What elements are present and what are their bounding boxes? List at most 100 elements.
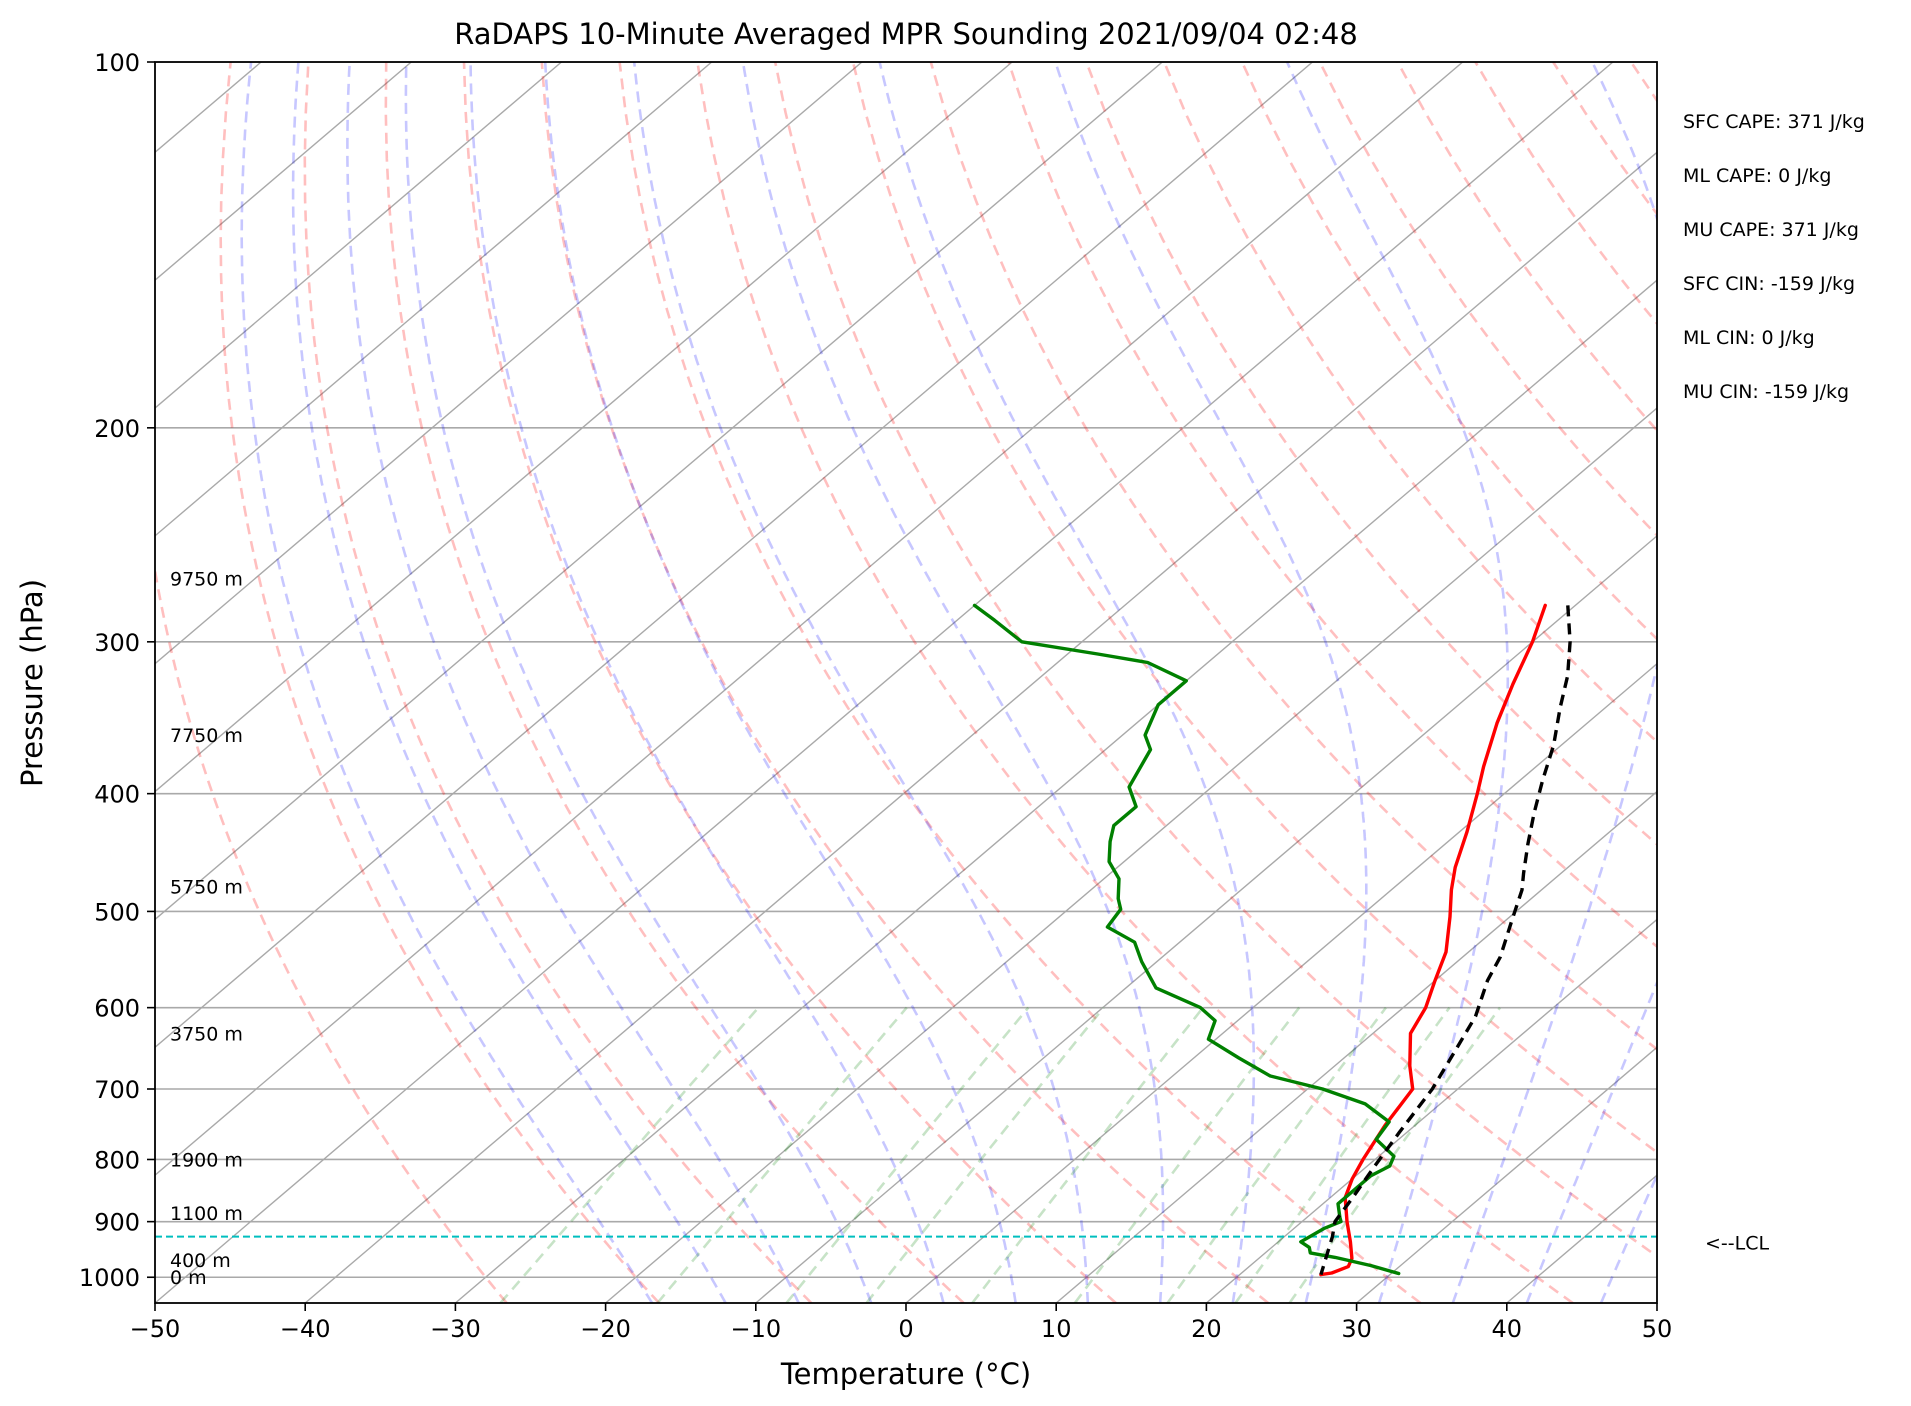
x-tick-label: 20 [1191,1315,1222,1343]
isotherm-line [155,62,713,537]
mixing-ratio-line [971,1006,1205,1303]
height-label: 3750 m [170,1023,243,1045]
dry-adiabat-line [1085,62,1657,847]
moist-adiabat-line [240,62,654,1303]
background-lines [155,62,1911,1303]
dry-adiabat-line [929,62,1657,1051]
dry-adiabat-line [1864,62,1911,1303]
isotherm-line [155,62,1614,1303]
lcl-label: <--LCL [1705,1233,1769,1255]
y-tick-label: 200 [94,415,140,443]
dry-adiabat-line [219,62,660,1303]
isotherm-line [155,62,562,409]
isotherm-line [605,407,1657,1303]
moist-adiabat-line [346,62,800,1303]
dry-adiabat-line [1709,62,1911,1303]
y-tick-label: 500 [94,898,140,926]
temperature-profile [1319,603,1547,1277]
x-tick-label: 0 [898,1315,913,1343]
isotherm-line [155,62,1464,1177]
dewpoint-profile [972,603,1401,1276]
x-tick-label: −30 [430,1315,481,1343]
dry-adiabat-line [303,62,813,1303]
dry-adiabat-line [696,62,1574,1303]
mixing-ratio-line [785,1006,1030,1303]
isotherm-line [155,62,1163,921]
moist-adiabat-line [404,62,873,1303]
height-label: 7750 m [170,725,243,747]
x-tick-label: −50 [130,1315,181,1343]
height-label: 5750 m [170,877,243,899]
dry-adiabat-line [851,62,1657,1154]
height-label: 400 m [170,1250,231,1272]
moist-adiabat-line [741,62,1165,1303]
dry-adiabat-line [773,62,1657,1258]
y-tick-label: 900 [94,1209,140,1237]
dry-adiabat-line [1787,62,1911,1303]
dry-adiabat-line [540,62,1270,1303]
isotherm-line [905,662,1657,1303]
series-layer [972,603,1572,1277]
isotherm-line [755,534,1657,1303]
plot-area [155,62,1657,1303]
y-axis-label: Pressure (hPa) [15,579,49,787]
x-tick-label: 30 [1341,1315,1372,1343]
dry-adiabat-line [1629,62,1657,103]
x-tick-label: 50 [1642,1315,1673,1343]
index-value: ML CIN: 0 J/kg [1683,327,1815,349]
dry-adiabat-line [1007,62,1657,949]
y-tick-label: 700 [94,1076,140,1104]
mixing-ratio-line [499,1006,760,1303]
moist-adiabat-line [469,62,945,1303]
moist-adiabat-line [1285,62,1510,1303]
mixing-ratio-line [865,1006,1105,1303]
dry-adiabat-line [618,62,1422,1303]
moist-adiabat-line [1599,1172,1657,1303]
isotherm-line [155,62,863,665]
isotherm-line [155,62,412,282]
height-label: 9750 m [170,568,243,590]
moist-adiabat-line [1451,62,1657,1303]
mixing-ratio-line [656,1006,908,1303]
plot-background [155,62,1657,1303]
x-tick-label: 40 [1492,1315,1523,1343]
dry-adiabat-line [384,62,965,1303]
index-value: SFC CIN: -159 J/kg [1683,273,1855,295]
x-tick-label: −20 [580,1315,631,1343]
index-value: ML CAPE: 0 J/kg [1683,165,1831,187]
isotherm-line [1205,918,1657,1303]
moist-adiabat-line [1525,979,1657,1303]
y-tick-label: 100 [94,49,140,77]
isotherm-line [155,62,1013,793]
dry-adiabat-line [462,62,1117,1303]
moist-adiabat-line [878,62,1256,1303]
moist-adiabat-line [1054,62,1368,1303]
isotherm-line [304,151,1657,1303]
height-label: 1900 m [170,1149,243,1171]
isotherm-line [1055,790,1657,1303]
dry-adiabat-line [1240,62,1657,641]
y-tick-label: 300 [94,629,140,657]
isotherm-line [155,62,1313,1049]
plot-frame [147,61,1658,1311]
isotherm-line [1656,1302,1657,1303]
mixing-ratio-line [1166,1006,1387,1303]
isotherm-line [1807,62,1911,1303]
dry-adiabat-line [155,563,508,1303]
x-axis-label: Temperature (°C) [780,1357,1031,1391]
height-label: 1100 m [170,1203,243,1225]
y-tick-label: 400 [94,781,140,809]
y-tick-label: 1000 [79,1264,140,1292]
moist-adiabat-line [632,62,1090,1303]
chart-title: RaDAPS 10-Minute Averaged MPR Sounding 2… [454,17,1358,51]
moist-adiabat-line [291,62,727,1303]
index-value: SFC CAPE: 371 J/kg [1683,111,1865,133]
index-value: MU CAPE: 371 J/kg [1683,219,1859,241]
labels: −50 −40 −30 −20 −10 0 10 20 30 40 50 100 200 300 400 50… [79,49,1865,1343]
x-tick-label: 10 [1041,1315,1072,1343]
y-tick-label: 800 [94,1146,140,1174]
height-label: 0 m [170,1267,207,1289]
isotherm-line [1356,1046,1657,1303]
y-tick-label: 600 [94,995,140,1023]
